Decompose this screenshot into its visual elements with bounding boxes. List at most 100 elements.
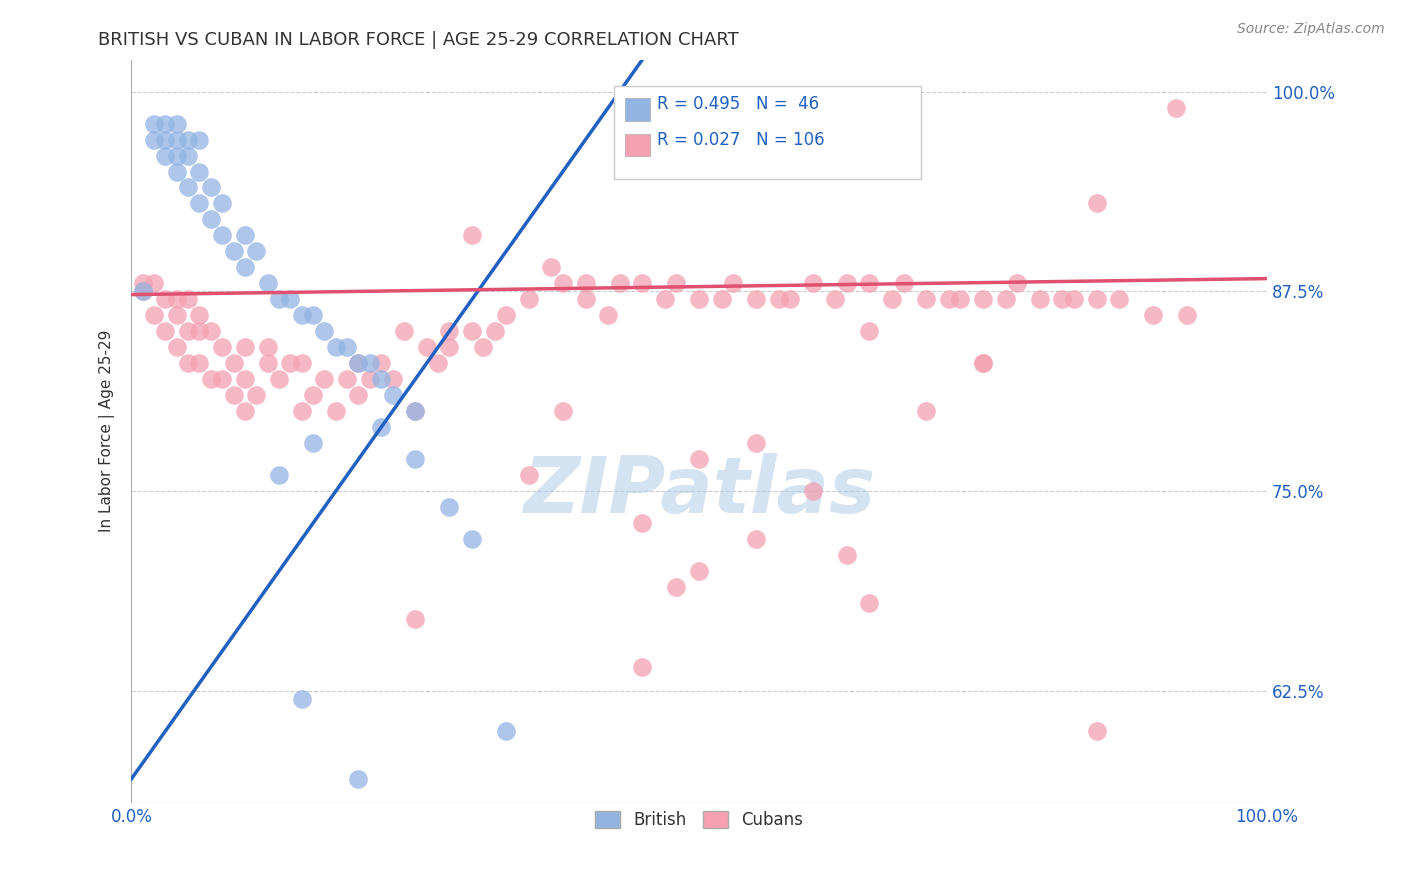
Point bbox=[1142, 309, 1164, 323]
Point bbox=[211, 340, 233, 354]
Point bbox=[745, 293, 768, 307]
Point bbox=[370, 420, 392, 434]
Point bbox=[200, 324, 222, 338]
Point bbox=[359, 356, 381, 370]
Point bbox=[631, 660, 654, 674]
Point bbox=[222, 388, 245, 402]
Point bbox=[938, 293, 960, 307]
Point bbox=[143, 309, 166, 323]
Point bbox=[688, 564, 710, 578]
Point bbox=[381, 388, 404, 402]
Point bbox=[1085, 724, 1108, 739]
Point bbox=[1164, 101, 1187, 115]
FancyBboxPatch shape bbox=[614, 86, 921, 178]
Point bbox=[574, 293, 596, 307]
Point bbox=[291, 356, 314, 370]
Text: R = 0.027   N = 106: R = 0.027 N = 106 bbox=[657, 131, 825, 149]
Text: R = 0.495   N =  46: R = 0.495 N = 46 bbox=[657, 95, 820, 113]
Text: ZIPatlas: ZIPatlas bbox=[523, 453, 876, 529]
Point bbox=[278, 293, 301, 307]
Point bbox=[200, 180, 222, 194]
Point bbox=[370, 372, 392, 386]
Point bbox=[461, 228, 484, 243]
Point bbox=[858, 324, 880, 338]
Point bbox=[915, 404, 938, 418]
Point bbox=[291, 404, 314, 418]
FancyBboxPatch shape bbox=[626, 98, 651, 120]
Point bbox=[404, 452, 426, 467]
Point bbox=[1085, 293, 1108, 307]
Point bbox=[381, 372, 404, 386]
Point bbox=[972, 356, 994, 370]
Point bbox=[688, 452, 710, 467]
Point bbox=[166, 293, 188, 307]
Point bbox=[200, 212, 222, 227]
Point bbox=[710, 293, 733, 307]
Point bbox=[404, 404, 426, 418]
Point bbox=[426, 356, 449, 370]
Point bbox=[461, 324, 484, 338]
Point bbox=[155, 324, 177, 338]
Point bbox=[177, 293, 200, 307]
Point bbox=[155, 132, 177, 146]
Point bbox=[314, 372, 336, 386]
Point bbox=[540, 260, 562, 275]
Point bbox=[359, 372, 381, 386]
Point bbox=[166, 340, 188, 354]
Point bbox=[972, 356, 994, 370]
Point bbox=[1085, 196, 1108, 211]
Point bbox=[631, 277, 654, 291]
Point bbox=[336, 340, 359, 354]
Point bbox=[211, 196, 233, 211]
Point bbox=[233, 372, 256, 386]
Point bbox=[177, 180, 200, 194]
Point bbox=[256, 277, 278, 291]
Point bbox=[461, 532, 484, 546]
Point bbox=[347, 356, 370, 370]
Point bbox=[858, 596, 880, 610]
Point bbox=[222, 356, 245, 370]
Point bbox=[404, 404, 426, 418]
Point bbox=[256, 340, 278, 354]
Point bbox=[1177, 309, 1199, 323]
Point bbox=[222, 244, 245, 259]
Point bbox=[131, 285, 153, 299]
Point bbox=[177, 356, 200, 370]
Point bbox=[517, 293, 540, 307]
Point bbox=[439, 324, 461, 338]
Point bbox=[801, 484, 824, 499]
Point bbox=[484, 324, 506, 338]
Point bbox=[245, 388, 267, 402]
Text: Source: ZipAtlas.com: Source: ZipAtlas.com bbox=[1237, 22, 1385, 37]
Point bbox=[211, 372, 233, 386]
Point bbox=[347, 356, 370, 370]
Point bbox=[177, 148, 200, 162]
Point bbox=[177, 324, 200, 338]
Point bbox=[336, 372, 359, 386]
Point bbox=[188, 196, 211, 211]
Point bbox=[404, 612, 426, 626]
Point bbox=[347, 772, 370, 786]
Point bbox=[155, 148, 177, 162]
Point bbox=[245, 244, 267, 259]
Point bbox=[665, 580, 688, 594]
Point bbox=[551, 404, 574, 418]
Point bbox=[745, 436, 768, 450]
Point bbox=[278, 356, 301, 370]
Y-axis label: In Labor Force | Age 25-29: In Labor Force | Age 25-29 bbox=[100, 330, 115, 533]
Point bbox=[495, 724, 517, 739]
Point bbox=[654, 293, 676, 307]
Point bbox=[688, 293, 710, 307]
Point bbox=[370, 356, 392, 370]
Point bbox=[177, 132, 200, 146]
Point bbox=[200, 372, 222, 386]
Point bbox=[824, 293, 846, 307]
Point bbox=[392, 324, 415, 338]
Point bbox=[1029, 293, 1052, 307]
Point bbox=[233, 404, 256, 418]
Point bbox=[631, 516, 654, 531]
Point bbox=[256, 356, 278, 370]
Point bbox=[439, 340, 461, 354]
Point bbox=[267, 293, 290, 307]
Point bbox=[858, 277, 880, 291]
